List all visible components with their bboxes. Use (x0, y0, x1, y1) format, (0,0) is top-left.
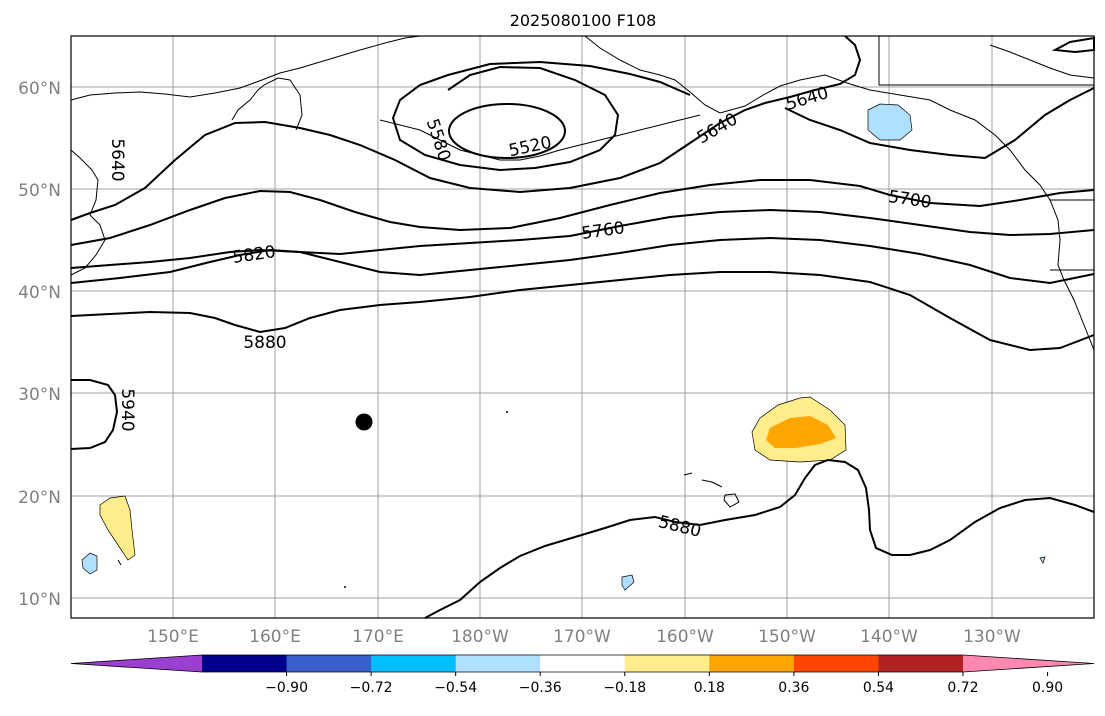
lon-label: 180°W (451, 627, 509, 647)
contour-5700 (70, 179, 1095, 246)
coast-hawaii-2 (701, 479, 723, 488)
colorbar-tick-label: 0.54 (863, 680, 894, 696)
colorbar-tick-label: −0.36 (519, 680, 562, 696)
lat-label: 10°N (18, 590, 61, 610)
contour-5880-south (424, 458, 1095, 619)
colorbar-extend-max (963, 655, 1094, 672)
colorbar-tick-label: 0.36 (778, 680, 809, 696)
colorbar-extend-min (71, 655, 202, 672)
gridlines (71, 36, 1094, 618)
lat-label: 20°N (18, 488, 61, 508)
location-marker (355, 413, 373, 431)
coast-alaska-south (584, 35, 1095, 351)
lat-label: 50°N (18, 181, 61, 201)
colorbar-ticks: −0.90 −0.72 −0.54 −0.36 −0.18 0.18 0.36 0.54 0.7… (265, 672, 1063, 696)
height-contours (70, 35, 1095, 619)
contour-5940 (70, 379, 119, 450)
lon-label: 150°E (147, 627, 199, 647)
lon-label: 160°W (656, 627, 714, 647)
coastlines (70, 35, 1095, 566)
lon-labels: 150°E 160°E 170°E 180°W 170°W 160°W 150°… (147, 627, 1021, 647)
colorbar-segment (455, 655, 541, 672)
colorbar-tick-label: −0.18 (603, 680, 646, 696)
negative-anomaly-area-alaska (867, 103, 913, 141)
colorbar-segment (709, 655, 795, 672)
strong-positive-anomaly-area (766, 416, 836, 448)
coast-hawaii-big (723, 493, 740, 508)
colorbar-tick-label: −0.72 (350, 680, 393, 696)
map-title: 2025080100 F108 (510, 11, 657, 30)
colorbar (70, 654, 1095, 673)
lat-labels: 60°N 50°N 40°N 30°N 20°N 10°N (18, 79, 61, 610)
shaded-anomalies (81, 103, 1046, 591)
colorbar-segment (540, 655, 626, 672)
positive-anomaly-area-west (99, 495, 136, 561)
lat-label: 40°N (18, 283, 61, 303)
negative-anomaly-area-small-3 (1039, 556, 1046, 564)
colorbar-outline (70, 654, 1095, 673)
colorbar-segment (371, 655, 457, 672)
contour-5520 (448, 103, 566, 159)
coast-alaska-north (989, 44, 1095, 79)
colorbar-tick-label: 0.90 (1032, 680, 1063, 696)
contour-5880-north (70, 271, 1095, 352)
negative-anomaly-area-small-1 (81, 552, 98, 575)
lat-label: 30°N (18, 385, 61, 405)
colorbar-segment (624, 655, 710, 672)
contour-5640-west (70, 35, 862, 221)
coast-aleutians (379, 114, 701, 161)
colorbar-tick-label: −0.90 (265, 680, 308, 696)
lon-label: 130°W (963, 627, 1021, 647)
lon-label: 160°E (249, 627, 301, 647)
colorbar-segment (286, 655, 372, 672)
colorbar-segment (202, 655, 288, 672)
coast-kamchatka (70, 35, 421, 101)
negative-anomaly-area-small-2 (621, 574, 635, 591)
contour-label: 5880 (243, 333, 286, 353)
colorbar-segment (878, 655, 964, 672)
lon-label: 170°W (553, 627, 611, 647)
lon-label: 150°W (758, 627, 816, 647)
contour-5760 (70, 208, 1095, 269)
small-island-dot (506, 411, 508, 413)
colorbar-tick-label: 0.72 (947, 680, 978, 696)
contour-label: 5940 (117, 388, 137, 431)
coast-kuril-japan (70, 149, 106, 276)
contour-5580 (391, 60, 691, 172)
contour-label: 5640 (107, 138, 127, 181)
colorbar-tick-label: −0.54 (434, 680, 477, 696)
lat-label: 60°N (18, 79, 61, 99)
coast-kamchatka-peninsula (231, 77, 303, 131)
contour-5640-east (784, 87, 1095, 160)
coast-marianas (117, 559, 122, 566)
map-frame (70, 35, 1095, 619)
colorbar-tick-label: 0.18 (694, 680, 725, 696)
coast-hawaii-1 (683, 472, 693, 476)
lon-label: 170°E (352, 627, 404, 647)
colorbar-segment (793, 655, 879, 672)
lon-label: 140°W (860, 627, 918, 647)
small-island-dot (344, 586, 346, 588)
boundary-canada (878, 36, 1094, 86)
contour-5820 (70, 236, 1095, 285)
